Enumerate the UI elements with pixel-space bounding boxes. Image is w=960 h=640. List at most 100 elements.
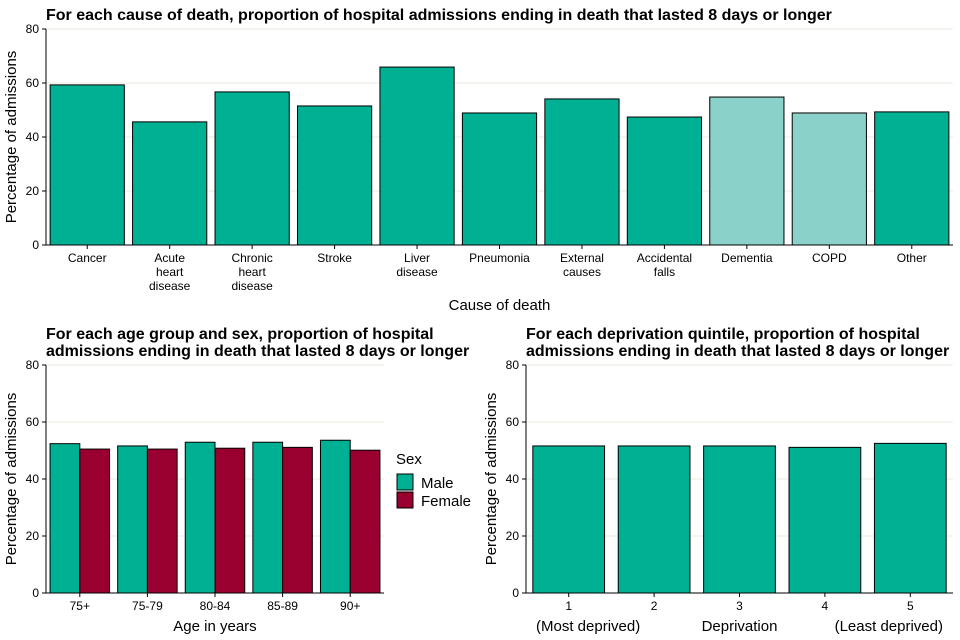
x-tick-label: 1 (565, 599, 572, 613)
bar (214, 91, 290, 246)
x-tick-label-line: 4 (822, 599, 829, 613)
y-axis-label: Percentage of admissions (483, 393, 500, 566)
bar (461, 112, 538, 246)
y-tick-label-line: 60 (26, 415, 40, 429)
legend-title-line: Sex (396, 451, 422, 468)
chart-title-2-line: For each deprivation quintile, proportio… (526, 326, 920, 343)
y-axis-label-line: Percentage of admissions (3, 51, 20, 224)
legend-key-female (396, 491, 414, 509)
bar (873, 442, 947, 594)
x-tick-label-line: 5 (907, 599, 914, 613)
x-axis-label: Age in years (173, 618, 256, 635)
y-tick-label-line: 40 (26, 472, 40, 486)
x-axis-label-left: (Most deprived) (536, 618, 640, 635)
bar-male (184, 441, 216, 594)
y-tick-label: 60 (26, 415, 40, 429)
x-tick-label-line: External (560, 251, 604, 265)
y-tick-label-line: 80 (506, 358, 520, 372)
bar (788, 446, 862, 594)
x-tick-label: 75+ (70, 599, 90, 613)
bar (703, 445, 776, 594)
x-tick-label-line: Dementia (721, 251, 773, 265)
chart-title-0: For each cause of death, proportion of h… (46, 7, 832, 24)
bar (874, 111, 950, 246)
y-tick-label-line: 20 (26, 529, 40, 543)
y-tick-label: 20 (506, 529, 520, 543)
bar-female (146, 448, 178, 594)
x-tick-label-line: 75+ (70, 599, 90, 613)
y-tick-label-line: 80 (26, 22, 40, 36)
x-tick-label: Stroke (317, 251, 352, 265)
x-tick-label: Acute heart disease (149, 251, 191, 293)
x-tick-label: 4 (822, 599, 829, 613)
bar-female (282, 446, 313, 594)
x-tick-label: 75-79 (132, 599, 163, 613)
x-tick-label: 85-89 (267, 599, 298, 613)
chart-title-1-line: admissions ending in death that lasted 8… (46, 343, 469, 360)
x-tick-label-line: heart (238, 265, 266, 279)
y-axis-label: Percentage of admissions (3, 51, 20, 224)
bar (626, 116, 703, 246)
bar (132, 121, 208, 246)
bar-male (49, 443, 81, 594)
x-tick-label-line: 1 (565, 599, 572, 613)
x-tick-label-line: 75-79 (132, 599, 163, 613)
x-tick-label-line: disease (231, 279, 273, 293)
x-axis-label-line: Cause of death (449, 297, 551, 314)
x-tick-label: External causes (560, 251, 604, 279)
x-tick-label: Accidental falls (637, 251, 692, 279)
x-tick-label: Chronic heart disease (231, 251, 273, 293)
bar-female (79, 448, 111, 594)
y-tick-label-line: 20 (26, 184, 40, 198)
x-tick-label: 3 (736, 599, 743, 613)
x-tick-label: 5 (907, 599, 914, 613)
bar (532, 445, 606, 594)
x-tick-label: 2 (651, 599, 658, 613)
x-tick-label: Cancer (68, 251, 107, 265)
y-tick-label: 60 (506, 415, 520, 429)
bar (709, 96, 785, 246)
x-tick-label-line: 2 (651, 599, 658, 613)
x-tick-label: COPD (812, 251, 847, 265)
y-tick-label-line: 40 (506, 472, 520, 486)
bar (379, 66, 455, 246)
y-tick-label-line: 60 (506, 415, 520, 429)
bar (49, 84, 125, 246)
x-tick-label-line: heart (156, 265, 184, 279)
x-tick-label-line: Other (897, 251, 927, 265)
y-tick-label: 40 (26, 130, 40, 144)
y-tick-label: 80 (26, 22, 40, 36)
bar-male (319, 439, 351, 594)
bar-female (349, 449, 381, 594)
y-tick-label-line: 80 (26, 358, 40, 372)
y-tick-label: 40 (26, 472, 40, 486)
y-tick-label-line: 0 (32, 238, 39, 252)
y-tick-label-line: 40 (26, 130, 40, 144)
x-tick-label: Pneumonia (469, 251, 530, 265)
x-tick-label: Dementia (721, 251, 773, 265)
x-tick-label: Other (897, 251, 927, 265)
legend-title: Sex (396, 451, 422, 468)
x-axis-label-right-line: (Least deprived) (835, 618, 943, 635)
y-tick-label: 20 (26, 184, 40, 198)
legend-label-line: Male (421, 475, 454, 492)
x-tick-label: Liver disease (396, 251, 438, 279)
x-tick-label-line: 80-84 (200, 599, 231, 613)
y-tick-label-line: 60 (26, 76, 40, 90)
bar-female (214, 447, 246, 594)
x-tick-label-line: Chronic (231, 251, 272, 265)
x-axis-label-left-line: (Most deprived) (536, 618, 640, 635)
x-axis-label-right: (Least deprived) (835, 618, 943, 635)
x-axis-label: Deprivation (702, 618, 778, 635)
y-tick-label: 0 (512, 586, 519, 600)
x-tick-label-line: 85-89 (267, 599, 298, 613)
x-tick-label-line: 3 (736, 599, 743, 613)
y-tick-label: 80 (506, 358, 520, 372)
y-tick-label-line: 0 (32, 586, 39, 600)
x-tick-label-line: Liver (404, 251, 430, 265)
y-tick-label: 20 (26, 529, 40, 543)
x-tick-label-line: Accidental (637, 251, 692, 265)
bar (791, 112, 867, 246)
x-axis-label-line: Deprivation (702, 618, 778, 635)
